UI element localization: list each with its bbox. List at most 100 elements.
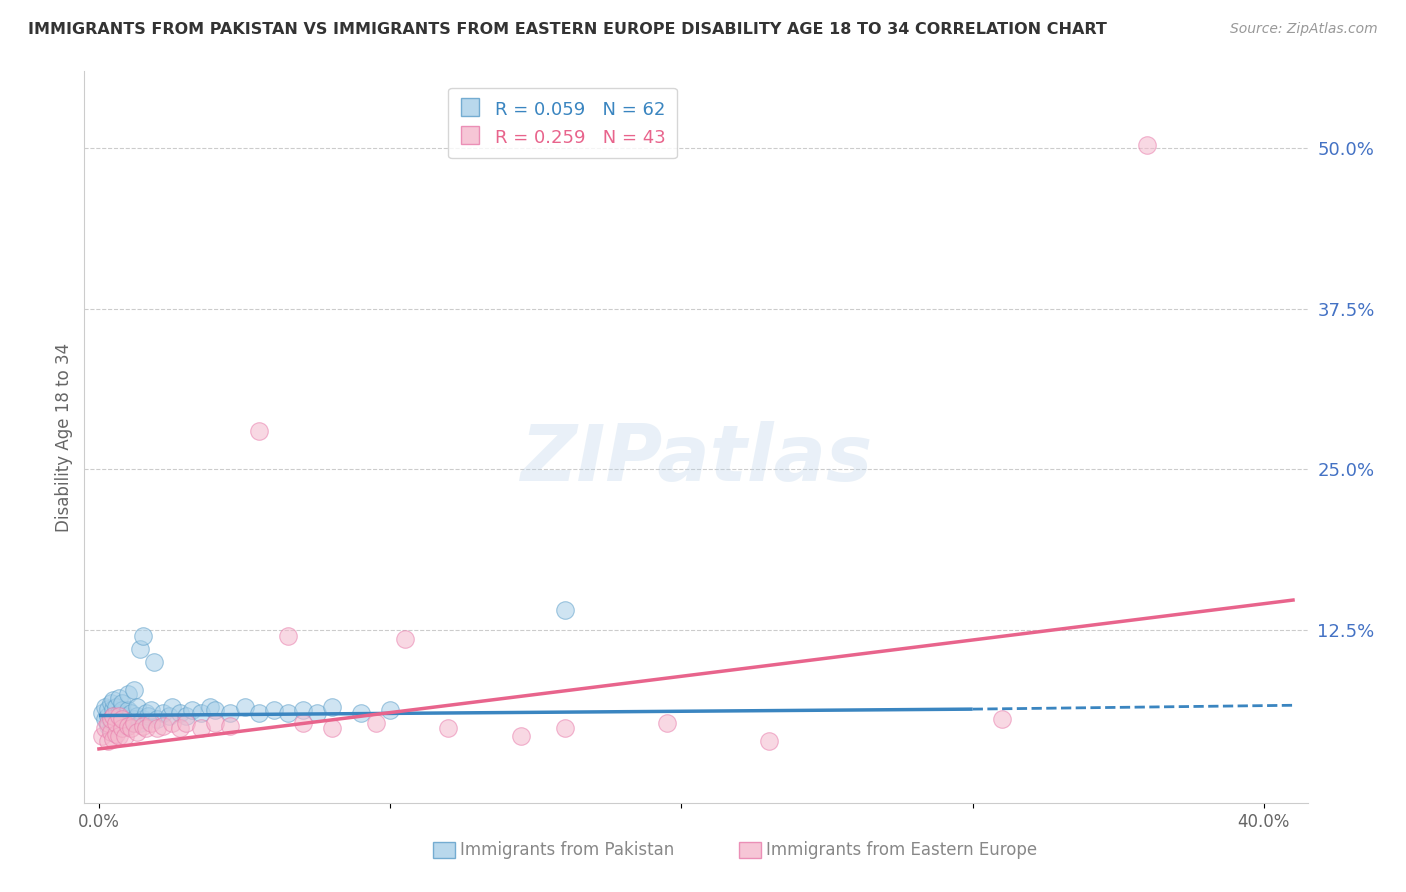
Text: Immigrants from Pakistan: Immigrants from Pakistan: [460, 840, 673, 859]
Point: [204, 703, 226, 717]
Point: [97, 702, 120, 716]
Point: [111, 712, 134, 726]
Point: [108, 716, 131, 731]
Point: [111, 703, 134, 717]
Point: [364, 716, 387, 731]
Point: [103, 708, 125, 723]
Point: [93, 699, 115, 714]
Point: [135, 722, 157, 736]
Point: [100, 722, 122, 736]
Point: [103, 702, 125, 716]
Point: [114, 708, 136, 723]
Point: [117, 703, 139, 717]
Point: [247, 706, 270, 720]
Point: [152, 706, 174, 720]
Point: [131, 712, 153, 726]
Text: Immigrants from Eastern Europe: Immigrants from Eastern Europe: [766, 840, 1036, 859]
Point: [90, 729, 112, 743]
Point: [510, 729, 533, 743]
Point: [233, 699, 256, 714]
Text: ZIPatlas: ZIPatlas: [520, 421, 872, 497]
Point: [655, 716, 678, 731]
Point: [128, 641, 150, 656]
Point: [174, 716, 197, 731]
Point: [111, 696, 134, 710]
Point: [131, 719, 153, 733]
Point: [190, 706, 212, 720]
Point: [122, 712, 145, 726]
Point: [1136, 137, 1159, 152]
Point: [90, 706, 112, 720]
Point: [174, 708, 197, 723]
Point: [198, 699, 221, 714]
Point: [114, 729, 136, 743]
Point: [105, 708, 128, 723]
Point: [394, 632, 416, 646]
Point: [105, 716, 128, 731]
Point: [100, 712, 122, 726]
Legend: R = 0.059   N = 62, R = 0.259   N = 43: R = 0.059 N = 62, R = 0.259 N = 43: [449, 87, 676, 158]
Point: [100, 725, 122, 739]
Point: [108, 729, 131, 743]
Point: [117, 712, 139, 726]
Point: [117, 719, 139, 733]
Point: [160, 699, 183, 714]
Point: [125, 699, 148, 714]
Point: [554, 603, 576, 617]
Point: [97, 719, 120, 733]
Point: [122, 716, 145, 731]
Point: [114, 719, 136, 733]
Point: [307, 706, 329, 720]
Point: [103, 716, 125, 731]
Point: [100, 696, 122, 710]
Point: [291, 716, 314, 731]
Point: [143, 655, 166, 669]
Point: [105, 699, 128, 714]
Point: [122, 682, 145, 697]
Point: [758, 734, 780, 748]
Point: [103, 693, 125, 707]
Point: [131, 629, 153, 643]
Point: [219, 706, 242, 720]
Point: [105, 719, 128, 733]
Point: [108, 708, 131, 723]
Text: Source: ZipAtlas.com: Source: ZipAtlas.com: [1230, 22, 1378, 37]
Point: [128, 716, 150, 731]
Point: [190, 722, 212, 736]
Point: [111, 712, 134, 726]
Point: [103, 708, 125, 723]
Point: [247, 424, 270, 438]
Point: [103, 731, 125, 746]
Point: [263, 703, 285, 717]
Point: [93, 722, 115, 736]
Point: [108, 690, 131, 705]
Point: [437, 722, 460, 736]
Point: [291, 703, 314, 717]
Point: [97, 734, 120, 748]
Point: [380, 703, 402, 717]
Point: [350, 706, 373, 720]
Point: [146, 722, 169, 736]
Point: [125, 725, 148, 739]
Point: [160, 716, 183, 731]
Point: [117, 687, 139, 701]
Point: [108, 706, 131, 720]
Point: [93, 712, 115, 726]
Point: [141, 703, 163, 717]
Point: [120, 706, 142, 720]
Point: [277, 706, 299, 720]
Bar: [433, 841, 456, 858]
Point: [120, 722, 142, 736]
Point: [169, 722, 191, 736]
Point: [97, 708, 120, 723]
Point: [146, 712, 169, 726]
Point: [554, 722, 576, 736]
Point: [204, 716, 226, 731]
Y-axis label: Disability Age 18 to 34: Disability Age 18 to 34: [55, 343, 73, 532]
Point: [120, 716, 142, 731]
Point: [219, 719, 242, 733]
Point: [152, 719, 174, 733]
Point: [97, 716, 120, 731]
Point: [111, 722, 134, 736]
Point: [141, 716, 163, 731]
